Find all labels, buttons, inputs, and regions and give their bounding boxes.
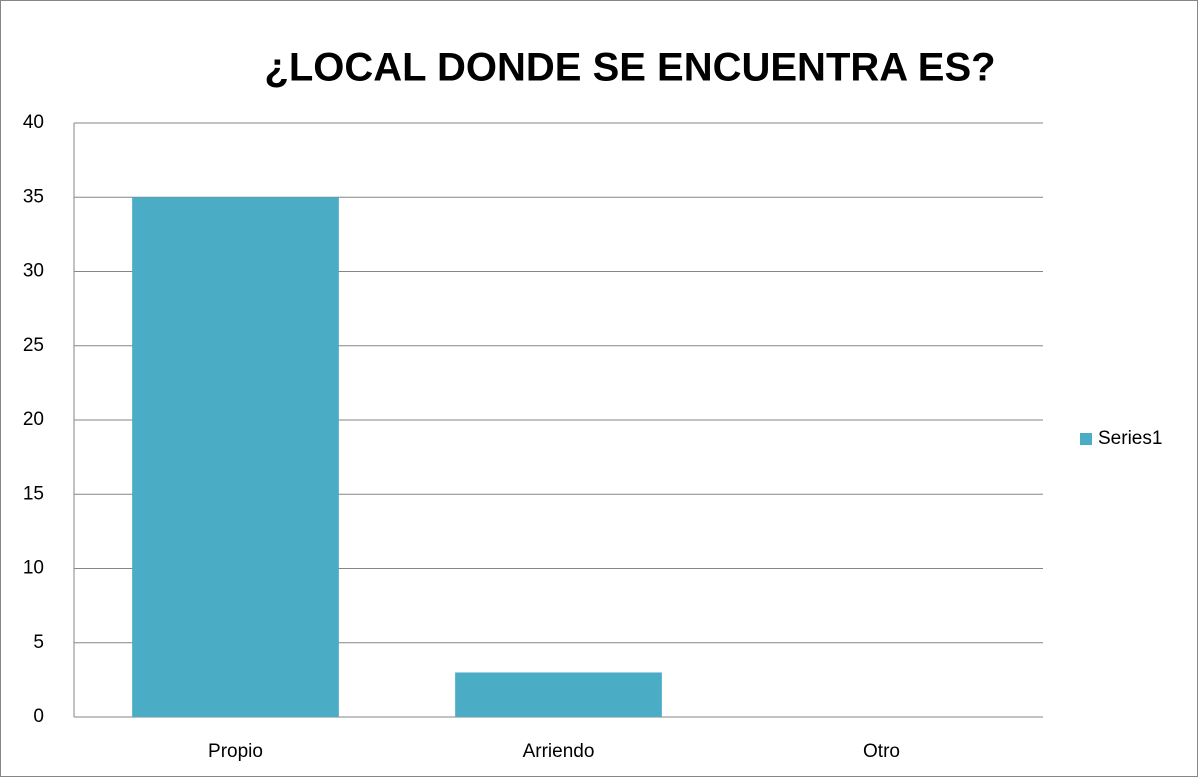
y-tick-label: 30 — [23, 261, 44, 282]
legend-label: Series1 — [1098, 428, 1162, 449]
y-tick-label: 15 — [23, 483, 44, 504]
x-tick-label: Arriendo — [523, 741, 595, 762]
y-tick-label: 40 — [23, 112, 44, 133]
y-tick-label: 10 — [23, 558, 44, 579]
bar — [455, 672, 662, 717]
chart-title: ¿LOCAL DONDE SE ENCUENTRA ES? — [264, 46, 995, 90]
y-tick-label: 25 — [23, 335, 44, 356]
y-tick-label: 0 — [33, 706, 44, 727]
y-tick-label: 35 — [23, 186, 44, 207]
x-tick-label: Otro — [863, 741, 900, 762]
y-tick-label: 5 — [33, 632, 44, 653]
legend-swatch — [1080, 433, 1092, 445]
x-tick-label: Propio — [208, 741, 263, 762]
bar — [132, 197, 339, 717]
y-tick-label: 20 — [23, 409, 44, 430]
